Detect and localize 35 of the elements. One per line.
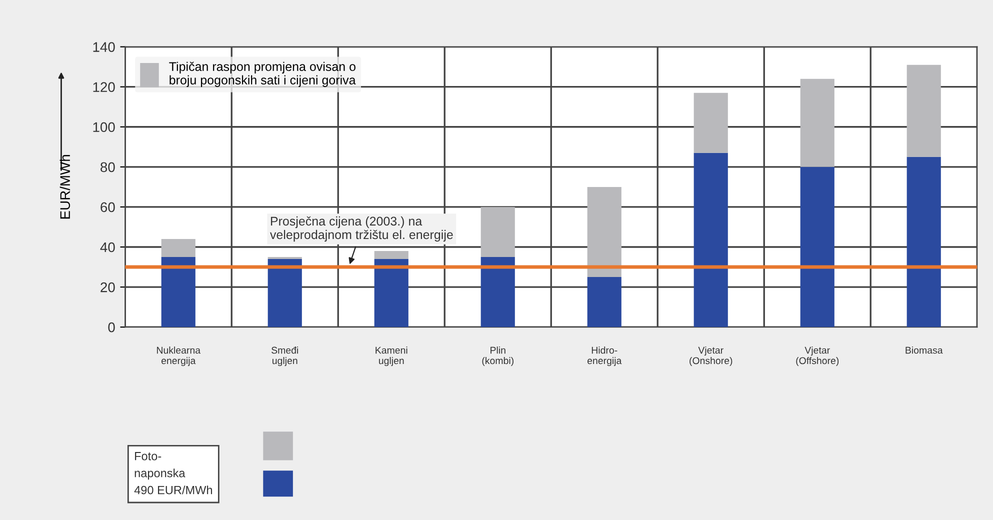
bar — [374, 251, 408, 260]
y-tick-label: 20 — [100, 282, 115, 292]
bar — [587, 186, 622, 278]
y-tick-label: 60 — [100, 202, 115, 212]
y-tick-label: 40 — [100, 242, 115, 252]
x-tick-label: Biomasa — [906, 346, 943, 354]
bar — [161, 257, 196, 328]
y-tick-label: 140 — [93, 42, 115, 52]
bar — [694, 92, 728, 153]
bar — [268, 259, 302, 328]
y-tick-label: 100 — [93, 122, 115, 132]
x-tick-label: Vjetar (Onshore) — [690, 346, 732, 366]
x-tick-label: Vjetar (Offshore) — [796, 346, 839, 366]
bar — [480, 206, 515, 258]
bar — [906, 156, 941, 328]
bar — [694, 152, 728, 328]
bar — [587, 277, 622, 328]
x-tick-label: Nuklearna energija — [157, 346, 201, 366]
bar — [480, 257, 515, 328]
x-tick-label: Hidro- energija — [587, 346, 622, 366]
bar — [800, 166, 834, 328]
x-tick-label: Plin (kombi) — [482, 346, 514, 366]
ref-line-label: Prosječna cijena (2003.) na veleprodajnom tržištu el. energije — [270, 216, 453, 242]
y-tick-label: 80 — [100, 162, 115, 172]
y-tick-label: 120 — [93, 82, 115, 92]
bar — [800, 78, 834, 167]
legend-label: Tipičan raspon promjena ovisan o broju pogonskih sati i cijeni goriva — [169, 62, 356, 87]
x-tick-label: Smeđi ugljen — [272, 346, 298, 366]
bar — [161, 238, 196, 258]
bar — [374, 259, 408, 328]
y-axis-title: EUR/MWh — [60, 155, 70, 219]
y-tick-label: 0 — [108, 322, 115, 332]
bar — [906, 64, 941, 157]
x-tick-label: Kameni ugljen — [376, 346, 408, 366]
text: Foto- naponska 490 EUR/MWh — [134, 452, 212, 494]
